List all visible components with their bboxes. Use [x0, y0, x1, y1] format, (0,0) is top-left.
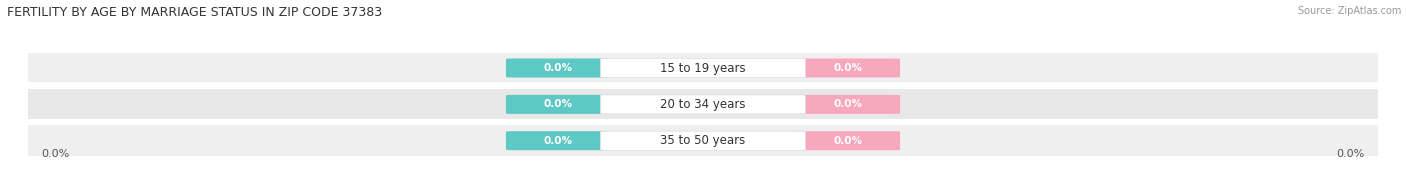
- FancyBboxPatch shape: [506, 58, 610, 78]
- Bar: [28, 89, 1378, 120]
- Text: 0.0%: 0.0%: [543, 63, 572, 73]
- Bar: [28, 53, 1378, 83]
- Text: Source: ZipAtlas.com: Source: ZipAtlas.com: [1298, 6, 1402, 16]
- Text: 0.0%: 0.0%: [1336, 149, 1364, 159]
- Text: 0.0%: 0.0%: [543, 99, 572, 109]
- FancyBboxPatch shape: [600, 131, 806, 150]
- Text: 0.0%: 0.0%: [543, 136, 572, 146]
- FancyBboxPatch shape: [600, 58, 806, 78]
- FancyBboxPatch shape: [796, 131, 900, 150]
- Text: FERTILITY BY AGE BY MARRIAGE STATUS IN ZIP CODE 37383: FERTILITY BY AGE BY MARRIAGE STATUS IN Z…: [7, 6, 382, 19]
- Text: 0.0%: 0.0%: [42, 149, 70, 159]
- Text: 0.0%: 0.0%: [834, 99, 863, 109]
- Text: 0.0%: 0.0%: [834, 136, 863, 146]
- Text: 0.0%: 0.0%: [834, 63, 863, 73]
- FancyBboxPatch shape: [506, 131, 610, 150]
- Bar: [28, 125, 1378, 156]
- FancyBboxPatch shape: [796, 58, 900, 78]
- FancyBboxPatch shape: [506, 95, 610, 114]
- Text: 20 to 34 years: 20 to 34 years: [661, 98, 745, 111]
- Text: 15 to 19 years: 15 to 19 years: [661, 62, 745, 74]
- FancyBboxPatch shape: [796, 95, 900, 114]
- FancyBboxPatch shape: [600, 95, 806, 114]
- Text: 35 to 50 years: 35 to 50 years: [661, 134, 745, 147]
